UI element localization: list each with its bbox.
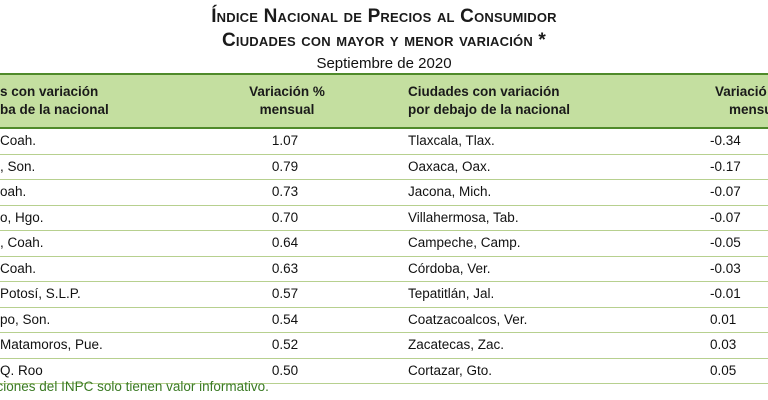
city-above-cell: o, Hgo. — [0, 209, 44, 225]
city-below-cell: Jacona, Mich. — [408, 184, 492, 199]
city-below-cell: Coatzacoalcos, Ver. — [408, 311, 528, 327]
variation-above-cell: 0.79 — [271, 158, 299, 174]
variation-below-cell: 0.01 — [710, 311, 737, 327]
table-row: Coah. 0.63 Córdoba, Ver. -0.03 — [0, 257, 768, 282]
city-below-cell: Oaxaca, Oax. — [408, 158, 491, 174]
city-above-cell: , Coah. — [0, 235, 44, 250]
table-row: po, Son. 0.54 Coatzacoalcos, Ver. 0.01 — [0, 308, 768, 333]
subtitle: Septiembre de 2020 — [316, 55, 452, 72]
variation-above-cell: 0.64 — [271, 235, 299, 250]
variation-below-cell: -0.05 — [710, 235, 741, 250]
footnote: gregaciones del INPC solo tienen valor i… — [0, 379, 269, 394]
city-below-cell: Cortazar, Gto. — [408, 362, 493, 378]
header-col2-line1: Variación % — [249, 84, 325, 99]
variation-below-cell: -0.34 — [710, 133, 741, 148]
header-col2-line2: mensual — [259, 102, 315, 117]
title-line2: Ciudades con mayor y menor variación * — [221, 30, 547, 51]
header-col3-line2: por debajo de la nacional — [408, 102, 571, 117]
variation-below-cell: -0.07 — [710, 184, 741, 199]
variation-above-cell: 0.54 — [271, 311, 299, 327]
variation-above-cell: 0.57 — [271, 286, 299, 301]
header-col4-line1: Variació — [715, 84, 767, 99]
variation-above-cell: 0.70 — [271, 209, 299, 225]
table-row: , Son. 0.79 Oaxaca, Oax. -0.17 — [0, 155, 768, 180]
variation-below-cell: 0.05 — [710, 362, 737, 378]
header-col2: Variación % mensual — [232, 83, 342, 119]
variation-below-cell: -0.17 — [710, 158, 741, 174]
table-row: Potosí, S.L.P. 0.57 Tepatitlán, Jal. -0.01 — [0, 282, 768, 308]
city-below-cell: Zacatecas, Zac. — [408, 337, 505, 352]
city-below-cell: Tlaxcala, Tlax. — [408, 133, 495, 148]
variation-above-cell: 0.63 — [271, 260, 299, 276]
city-above-cell: , Son. — [0, 158, 36, 174]
header-col1: s con variación ba de la nacional — [0, 83, 109, 119]
table-row: Matamoros, Pue. 0.52 Zacatecas, Zac. 0.03 — [0, 333, 768, 359]
variation-below-cell: -0.01 — [710, 286, 741, 301]
variation-above-cell: 1.07 — [271, 133, 299, 148]
city-below-cell: Villahermosa, Tab. — [408, 209, 519, 225]
header-col1-line1: s con variación — [0, 84, 99, 99]
variation-below-cell: 0.03 — [710, 337, 737, 352]
table-body: Coah. 1.07 Tlaxcala, Tlax. -0.34 , Son. 0.79 O… — [0, 129, 768, 384]
variation-above-cell: 0.73 — [271, 184, 299, 199]
header-col4-line2: mensu — [729, 102, 768, 117]
variation-below-cell: -0.07 — [710, 209, 741, 225]
table-row: Q. Roo 0.50 Cortazar, Gto. 0.05 — [0, 359, 768, 384]
header-col3: Ciudades con variación por debajo de la … — [408, 83, 570, 119]
city-below-cell: Campeche, Camp. — [408, 235, 521, 250]
city-above-cell: Coah. — [0, 133, 37, 148]
variation-above-cell: 0.50 — [271, 362, 299, 378]
city-above-cell: Coah. — [0, 260, 37, 276]
city-above-cell: Matamoros, Pue. — [0, 337, 103, 352]
city-below-cell: Tepatitlán, Jal. — [408, 286, 495, 301]
city-above-cell: po, Son. — [0, 311, 51, 327]
table-row: oah. 0.73 Jacona, Mich. -0.07 — [0, 180, 768, 206]
city-above-cell: oah. — [0, 184, 27, 199]
city-above-cell: Q. Roo — [0, 362, 43, 378]
table-header: s con variación ba de la nacional Variac… — [0, 73, 768, 129]
table-row: Coah. 1.07 Tlaxcala, Tlax. -0.34 — [0, 129, 768, 155]
header-col3-line1: Ciudades con variación — [408, 84, 560, 99]
city-above-cell: Potosí, S.L.P. — [0, 286, 81, 301]
header-col4: Variació mensu — [715, 83, 768, 119]
variation-above-cell: 0.52 — [271, 337, 299, 352]
header-col1-line2: ba de la nacional — [0, 102, 109, 117]
table-row: , Coah. 0.64 Campeche, Camp. -0.05 — [0, 231, 768, 257]
table-row: o, Hgo. 0.70 Villahermosa, Tab. -0.07 — [0, 206, 768, 231]
variation-below-cell: -0.03 — [710, 260, 741, 276]
title-line1: Índice Nacional de Precios al Consumidor — [211, 6, 557, 27]
inpc-table: s con variación ba de la nacional Variac… — [0, 73, 768, 384]
city-below-cell: Córdoba, Ver. — [408, 260, 491, 276]
